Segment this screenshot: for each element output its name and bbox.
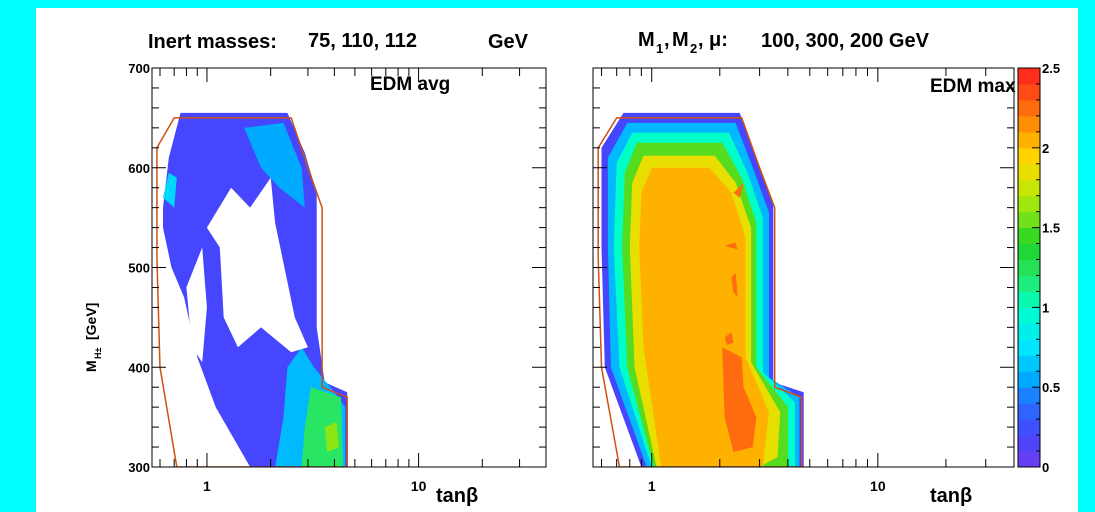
colorbar-tick-label: 1.5 — [1042, 221, 1060, 236]
contour-region — [722, 347, 757, 452]
contour-region — [244, 122, 305, 208]
outline-contour — [597, 117, 803, 467]
colorbar-band — [1018, 243, 1040, 261]
header-right-comma2: , — [698, 29, 704, 51]
header-right-m1-sub: 1 — [656, 41, 663, 56]
colorbar-tick-label: 0 — [1042, 460, 1049, 475]
colorbar-band — [1018, 419, 1040, 436]
colorbar-band — [1018, 83, 1040, 101]
xlabel-edm-avg: tanβ — [436, 485, 478, 507]
y-tick-label: 600 — [128, 161, 150, 176]
colorbar-band — [1018, 195, 1040, 213]
colorbar-band — [1018, 179, 1040, 197]
colorbar-band — [1018, 451, 1040, 468]
colorbar-band — [1018, 371, 1040, 388]
colorbar-band — [1018, 147, 1040, 165]
header-right: M 1 , M 2 , μ: 100, 300, 200 GeV — [638, 29, 930, 56]
x-tick-label: 1 — [203, 478, 211, 494]
ylabel-sub: H± — [93, 348, 103, 359]
colorbar-tick-label: 2.5 — [1042, 61, 1060, 76]
plot-title-edm-avg: EDM avg — [370, 74, 450, 95]
colorbar-band — [1018, 131, 1040, 149]
header-left-prefix: Inert masses: — [148, 31, 277, 53]
colorbar-band — [1018, 227, 1040, 245]
header-right-m1: M — [638, 29, 655, 51]
header-right-mu: μ: — [709, 29, 728, 51]
colorbar-tick-label: 1 — [1042, 300, 1049, 315]
colorbar-band — [1018, 99, 1040, 117]
header-right-m2: M — [672, 29, 689, 51]
colorbar-band — [1018, 259, 1040, 276]
colorbar-band — [1018, 211, 1040, 229]
colorbar-band — [1018, 68, 1040, 85]
y-tick-label: 700 — [128, 61, 150, 76]
y-tick-label: 400 — [128, 360, 150, 375]
x-tick-label: 1 — [648, 478, 656, 494]
colorbar-band — [1018, 291, 1040, 308]
header-right-values: 100, 300, 200 GeV — [761, 30, 930, 52]
y-tick-label: 300 — [128, 460, 150, 475]
xlabel-edm-max: tanβ — [930, 485, 972, 507]
header-left-unit: GeV — [488, 31, 529, 53]
colorbar-band — [1018, 403, 1040, 420]
ylabel-main: M — [83, 360, 99, 372]
header-right-comma1: , — [664, 29, 670, 51]
ylabel-unit: [GeV] — [83, 303, 99, 340]
plot-edm-avg: 1 10 300 400 500 600 700 — [128, 61, 547, 494]
colorbar-band — [1018, 115, 1040, 133]
blank-region — [186, 247, 207, 363]
contour-region — [731, 272, 738, 298]
colorbar-band — [1018, 435, 1040, 452]
colorbar: 0 0.5 1 1.5 2 2.5 — [1017, 61, 1060, 475]
x-tick-label: 10 — [870, 478, 886, 494]
x-tick-label: 10 — [411, 478, 427, 494]
colorbar-band — [1018, 339, 1040, 356]
colorbar-band — [1018, 323, 1040, 340]
contour-region — [724, 332, 734, 346]
y-tick-label: 500 — [128, 261, 150, 276]
colorbar-band — [1018, 355, 1040, 372]
colorbar-band — [1018, 275, 1040, 292]
colorbar-frame — [1017, 67, 1041, 468]
contour-region — [733, 182, 744, 198]
plot-edm-max: 1 10 — [592, 67, 1015, 494]
contour-region — [324, 422, 339, 452]
header-left-values: 75, 110, 112 — [308, 30, 417, 52]
ylabel: M H± [GeV] — [83, 303, 103, 372]
colorbar-band — [1018, 163, 1040, 181]
plot-title-edm-max: EDM max — [930, 76, 1016, 97]
outline-contour — [156, 117, 348, 467]
blank-region — [206, 177, 308, 353]
contour-region — [724, 242, 738, 250]
colorbar-band — [1018, 307, 1040, 324]
colorbar-tick-label: 0.5 — [1042, 380, 1060, 395]
colorbar-tick-label: 2 — [1042, 141, 1049, 156]
colorbar-band — [1018, 387, 1040, 404]
contour-region — [163, 172, 177, 208]
header-right-m2-sub: 2 — [690, 41, 697, 56]
